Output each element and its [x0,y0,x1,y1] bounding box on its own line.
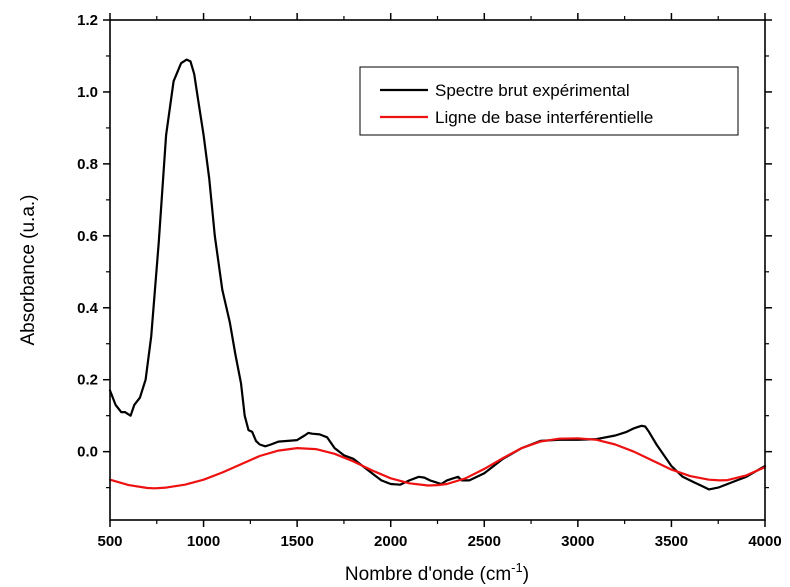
y-tick-label: 1.2 [77,12,98,29]
legend: Spectre brut expérimental Ligne de base … [359,66,739,136]
x-axis-title-main: Nombre d'onde (cm [345,564,511,585]
y-tick-label: 0.0 [77,444,98,461]
legend-box [359,66,739,136]
y-tick-label: 0.4 [77,300,99,317]
y-tick-label: 0.6 [77,228,98,245]
y-tick-label: 0.2 [77,372,98,389]
x-axis-title-suffix: ) [523,564,529,585]
plot-area [108,58,767,491]
x-tick-label: 3000 [561,533,594,550]
x-tick-label: 2000 [374,533,407,550]
x-tick-label: 3500 [655,533,688,550]
x-axis-title: Nombre d'onde (cm-1) [345,560,529,585]
y-axis-title: Absorbance (u.a.) [18,194,39,345]
legend-label-raw-spectrum: Spectre brut expérimental [435,81,630,100]
x-axis-title-superscript: -1 [511,560,523,575]
interference-baseline-line [108,437,767,490]
x-tick-label: 2500 [468,533,501,550]
y-tick-label: 0.8 [77,156,98,173]
raw-spectrum-line [108,58,767,491]
x-tick-label: 1000 [187,533,220,550]
legend-label-baseline: Ligne de base interférentielle [435,108,653,127]
x-tick-label: 500 [97,533,122,550]
x-tick-label: 1500 [280,533,313,550]
y-tick-label: 1.0 [77,84,98,101]
x-tick-label: 4000 [748,533,781,550]
axis-ticks: 500 1000 1500 2000 2500 3000 3500 4000 0.0 0.2 0.4… [77,12,782,550]
